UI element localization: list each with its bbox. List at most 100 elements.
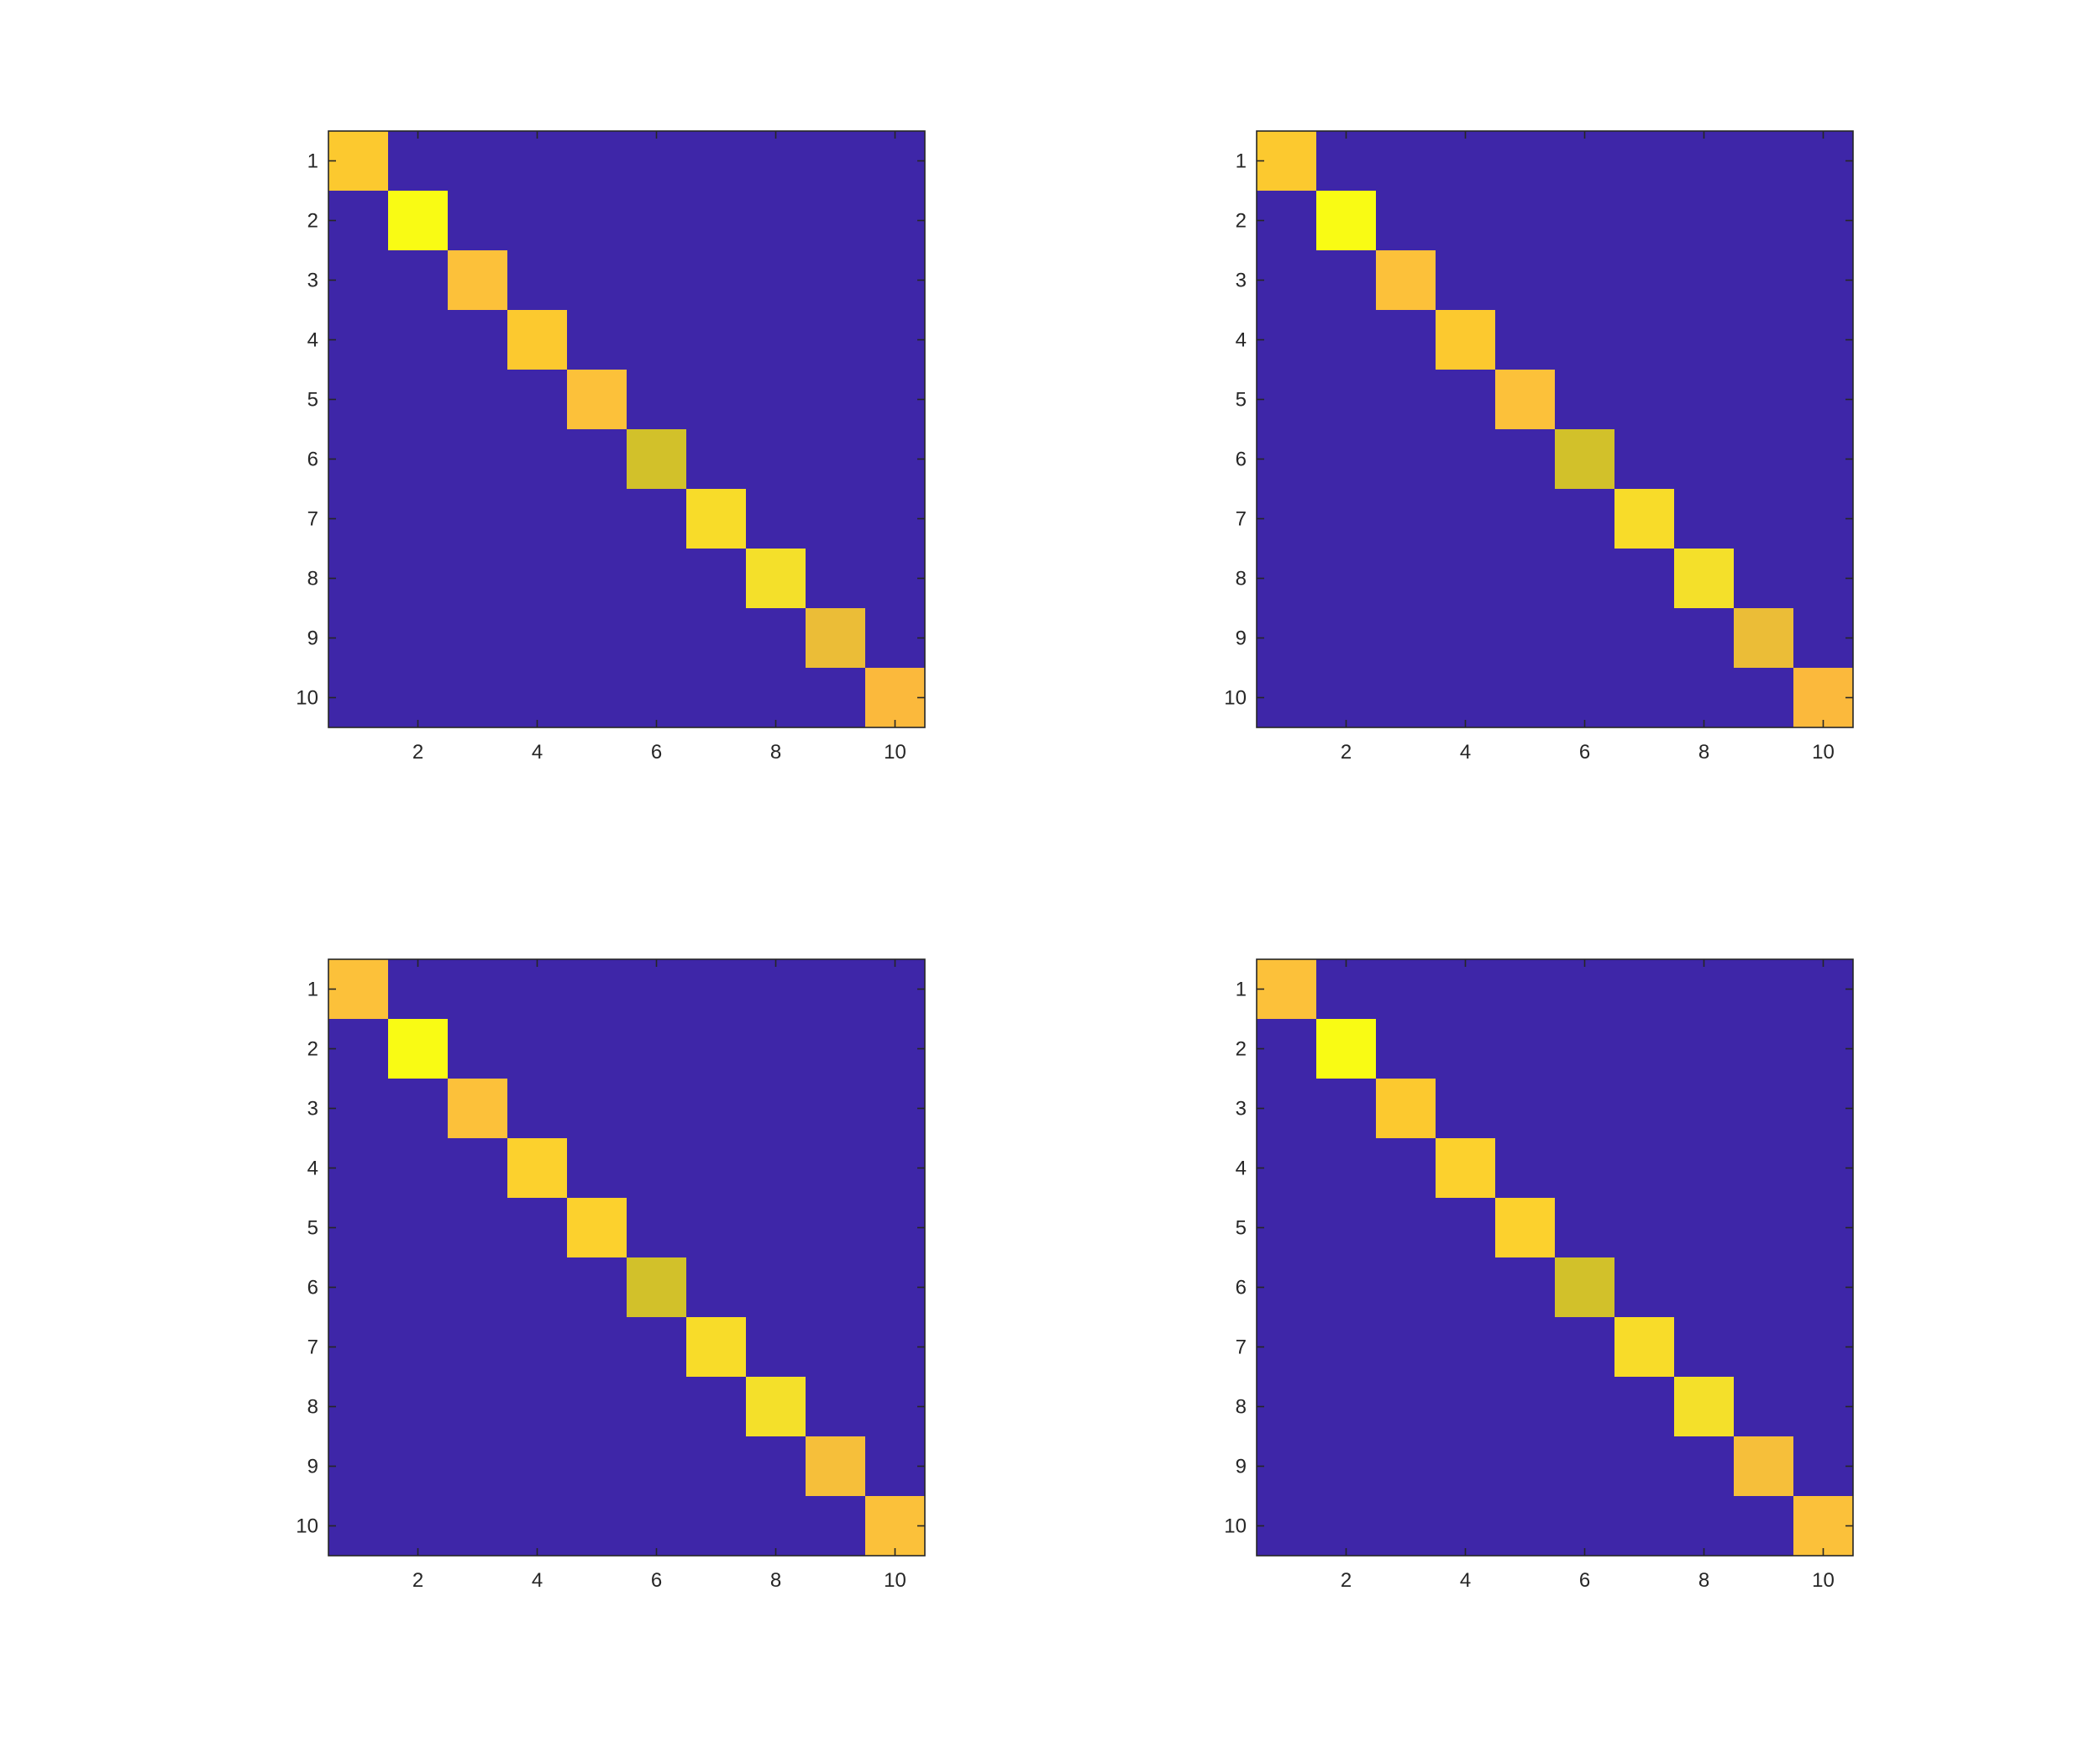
x-tick-label: 8 (1698, 1569, 1709, 1592)
heatmap-cell (746, 1377, 806, 1436)
y-tick-label: 5 (307, 389, 318, 412)
x-tick-label: 2 (412, 741, 423, 764)
heatmap-cell (865, 668, 925, 727)
heatmap-cell (1376, 1079, 1436, 1138)
heatmap-cell (1793, 668, 1853, 727)
x-tick-label: 10 (884, 741, 906, 764)
heatmap-cell (328, 959, 388, 1019)
heatmap-cell (1436, 310, 1495, 370)
heatmap-cell (1376, 250, 1436, 310)
x-tick-label: 6 (1579, 1569, 1590, 1592)
heatmap-cell (1674, 1377, 1734, 1436)
y-tick-label: 1 (1236, 979, 1247, 1001)
x-tick-label: 2 (412, 1569, 423, 1592)
heatmap-cell (448, 1079, 507, 1138)
y-tick-label: 7 (307, 508, 318, 531)
x-tick-label: 8 (770, 1569, 781, 1592)
y-tick-label: 9 (307, 1456, 318, 1478)
x-tick-label: 4 (532, 1569, 543, 1592)
y-tick-label: 4 (1236, 329, 1247, 352)
y-tick-label: 3 (307, 270, 318, 292)
heatmap-cell (507, 310, 567, 370)
y-tick-label: 8 (1236, 1396, 1247, 1419)
heatmap-cell (328, 131, 388, 191)
y-tick-label: 10 (296, 687, 318, 710)
x-tick-label: 6 (651, 1569, 662, 1592)
heatmap-cell (686, 489, 746, 549)
heatmap-cell (1257, 131, 1316, 191)
heatmap-cell (1316, 191, 1376, 250)
heatmap-cell (806, 608, 865, 668)
heatmap-cell (627, 1257, 686, 1317)
y-tick-label: 6 (1236, 1277, 1247, 1299)
heatmap-cell (507, 1138, 567, 1198)
x-tick-label: 2 (1341, 1569, 1352, 1592)
heatmap-cell (1734, 608, 1793, 668)
x-tick-label: 2 (1341, 741, 1352, 764)
y-tick-label: 9 (1236, 1456, 1247, 1478)
y-tick-label: 2 (307, 210, 318, 233)
y-tick-label: 1 (307, 979, 318, 1001)
y-tick-label: 5 (307, 1217, 318, 1240)
heatmap-cell (567, 370, 627, 429)
heatmap-cell (865, 1496, 925, 1556)
y-tick-label: 1 (307, 150, 318, 173)
heatmap-cell (1614, 1317, 1674, 1377)
y-tick-label: 9 (1236, 627, 1247, 650)
heatmap-cell (1734, 1436, 1793, 1496)
x-tick-label: 10 (1812, 1569, 1835, 1592)
y-tick-label: 6 (307, 449, 318, 471)
heatmap-cell (388, 1019, 448, 1079)
x-tick-label: 8 (770, 741, 781, 764)
heatmap-cell (686, 1317, 746, 1377)
y-tick-label: 6 (307, 1277, 318, 1299)
x-tick-label: 6 (1579, 741, 1590, 764)
y-tick-label: 2 (307, 1038, 318, 1061)
y-tick-label: 3 (1236, 270, 1247, 292)
axes-frame (1256, 958, 1854, 1557)
heatmap-cell (746, 549, 806, 608)
y-tick-label: 2 (1236, 210, 1247, 233)
heatmap-cell (1674, 549, 1734, 608)
y-tick-label: 4 (307, 1158, 318, 1180)
x-tick-label: 10 (884, 1569, 906, 1592)
heatmap-cell (806, 1436, 865, 1496)
x-tick-label: 4 (532, 741, 543, 764)
heatmap-cell (1436, 1138, 1495, 1198)
x-tick-label: 4 (1460, 1569, 1471, 1592)
axes-frame (328, 130, 926, 728)
y-tick-label: 5 (1236, 1217, 1247, 1240)
y-tick-label: 1 (1236, 150, 1247, 173)
y-tick-label: 4 (1236, 1158, 1247, 1180)
x-tick-label: 10 (1812, 741, 1835, 764)
y-tick-label: 9 (307, 627, 318, 650)
y-tick-label: 8 (307, 568, 318, 591)
heatmap-cell (1495, 370, 1555, 429)
heatmap-cell (1555, 429, 1614, 489)
heatmap-cell (388, 191, 448, 250)
heatmap-cell (627, 429, 686, 489)
axes-frame (1256, 130, 1854, 728)
x-tick-label: 6 (651, 741, 662, 764)
heatmap-cell (448, 250, 507, 310)
y-tick-label: 10 (296, 1515, 318, 1538)
heatmap-cell (1316, 1019, 1376, 1079)
axes-frame (328, 958, 926, 1557)
y-tick-label: 5 (1236, 389, 1247, 412)
heatmap-cell (1614, 489, 1674, 549)
y-tick-label: 4 (307, 329, 318, 352)
heatmap-cell (1257, 959, 1316, 1019)
y-tick-label: 6 (1236, 449, 1247, 471)
heatmap-cell (1495, 1198, 1555, 1257)
x-tick-label: 4 (1460, 741, 1471, 764)
heatmap-cell (1793, 1496, 1853, 1556)
heatmap-cell (1555, 1257, 1614, 1317)
y-tick-label: 7 (1236, 508, 1247, 531)
y-tick-label: 2 (1236, 1038, 1247, 1061)
y-tick-label: 7 (1236, 1336, 1247, 1359)
x-tick-label: 8 (1698, 741, 1709, 764)
